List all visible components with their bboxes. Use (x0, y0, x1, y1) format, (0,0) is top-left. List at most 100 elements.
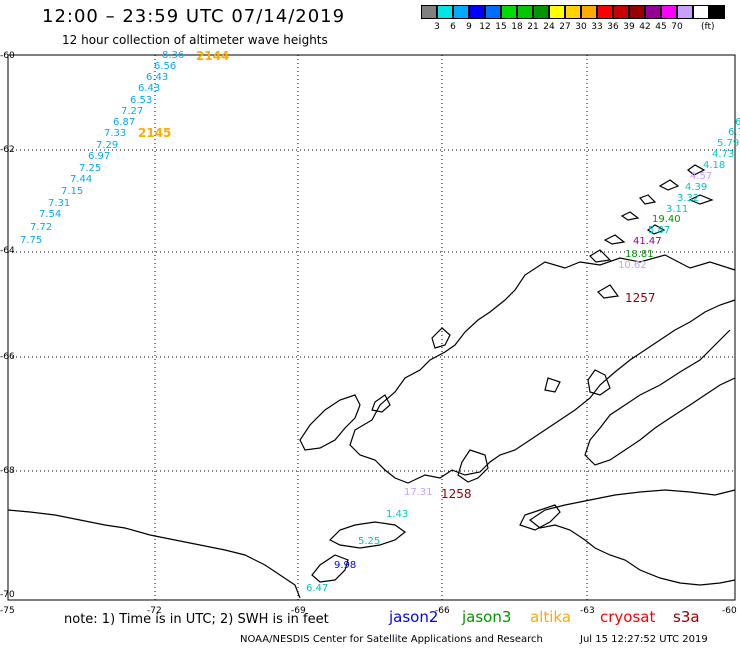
legend-swatch (517, 5, 533, 19)
track2-value: 5.87 (648, 225, 671, 236)
track2-value: 4.57 (690, 171, 713, 182)
track1-value: 7.31 (48, 198, 71, 209)
track2-value: 6.7 (728, 127, 740, 138)
legend-swatch (629, 5, 645, 19)
legend-swatch (533, 5, 549, 19)
legend-swatch (709, 5, 725, 19)
track1-value: 7.75 (20, 235, 43, 246)
track1-value: 7.54 (39, 209, 62, 220)
track2-value: 3.32 (677, 193, 700, 204)
legend-swatch (421, 5, 437, 19)
legend-swatch (565, 5, 581, 19)
generated-timestamp: Jul 15 12:27:52 UTC 2019 (580, 634, 708, 645)
legend-label: 18 (511, 22, 523, 32)
legend-label: 24 (543, 22, 555, 32)
track2-value: 4.18 (703, 160, 726, 171)
legend-swatch (485, 5, 501, 19)
y-label-66: -66 (0, 352, 15, 362)
legend-swatch (549, 5, 565, 19)
track1-value: 7.33 (104, 128, 127, 139)
track2-value: 5.79 (717, 138, 740, 149)
y-label-60: -60 (0, 51, 15, 61)
legend-label: 9 (466, 22, 472, 32)
credit-text: NOAA/NESDIS Center for Satellite Applica… (240, 634, 543, 645)
track3-value: 17.31 (404, 487, 433, 498)
legend-swatch (613, 5, 629, 19)
x-label-75: -75 (0, 606, 15, 616)
y-label-64: -64 (0, 246, 15, 256)
satellite-name: jason3 (462, 608, 512, 626)
track3-value: 6.47 (306, 583, 329, 594)
track2-value: 19.40 (652, 214, 681, 225)
legend-label: 45 (655, 22, 667, 32)
legend-label: 6 (450, 22, 456, 32)
legend-swatch (661, 5, 677, 19)
track3-value: 9.98 (334, 560, 357, 571)
x-label-60: -60 (722, 606, 737, 616)
track1-value: 6.43 (138, 83, 161, 94)
track2-value: 10.62 (618, 260, 647, 271)
legend-unit: (ft) (701, 22, 715, 32)
track1-value: 7.15 (61, 186, 84, 197)
y-label-70: -70 (0, 590, 15, 600)
x-label-63: -63 (580, 606, 595, 616)
track1-value: 7.29 (96, 140, 119, 151)
legend-swatch (453, 5, 469, 19)
track1-value: 6.43 (146, 72, 169, 83)
legend-label: 12 (479, 22, 491, 32)
legend-label: 3 (434, 22, 440, 32)
track2-value: 3.11 (666, 204, 689, 215)
x-label-66: -66 (435, 606, 450, 616)
legend-label: 15 (495, 22, 507, 32)
track1-value: 7.25 (79, 163, 102, 174)
track2-value: 18.81 (625, 249, 654, 260)
legend-swatch (437, 5, 453, 19)
track1-value: 8.36 (162, 50, 185, 61)
track3-value: 5.25 (358, 536, 381, 547)
track3-time: 1258 (441, 487, 472, 501)
track1-value: 6.56 (154, 61, 177, 72)
satellite-name: jason2 (389, 608, 439, 626)
y-label-68: -68 (0, 466, 15, 476)
track1-time: 2144 (196, 49, 230, 63)
map-frame (7, 54, 736, 601)
legend-label: 21 (527, 22, 539, 32)
map-subtitle: 12 hour collection of altimeter wave hei… (62, 33, 328, 47)
satellite-name: s3a (673, 608, 700, 626)
track1-value: 7.27 (121, 106, 144, 117)
track1-value: 7.44 (70, 174, 93, 185)
legend-label: 36 (607, 22, 619, 32)
legend-swatch (501, 5, 517, 19)
legend-label: 70 (671, 22, 683, 32)
legend-label: 42 (639, 22, 651, 32)
legend-swatch (581, 5, 597, 19)
track2-value: 4.39 (685, 182, 708, 193)
track1-value: 7.72 (30, 222, 53, 233)
track1-value: 6.53 (130, 95, 153, 106)
legend-swatch (469, 5, 485, 19)
x-label-72: -72 (147, 606, 162, 616)
legend-label: 39 (623, 22, 635, 32)
track3-value: 1.43 (386, 509, 409, 520)
legend-swatch (693, 5, 709, 19)
legend-swatch (597, 5, 613, 19)
legend-swatch (677, 5, 693, 19)
track2-value: 6 (735, 117, 740, 128)
satellite-name: altika (530, 608, 572, 626)
legend-label: 27 (559, 22, 571, 32)
track2-time: 1257 (625, 291, 656, 305)
footer-note: note: 1) Time is in UTC; 2) SWH is in fe… (64, 612, 329, 627)
track1-time: 2145 (138, 126, 172, 140)
legend-label: 33 (591, 22, 603, 32)
legend-label: 30 (575, 22, 587, 32)
coastline (7, 164, 736, 599)
track2-value: 4.73 (712, 149, 735, 160)
y-label-62: -62 (0, 145, 15, 155)
x-label-69: -69 (291, 606, 306, 616)
track2-value: 41.47 (633, 236, 662, 247)
track1-value: 6.97 (88, 151, 111, 162)
legend-swatch (645, 5, 661, 19)
satellite-name: cryosat (600, 608, 656, 626)
track1-value: 6.87 (113, 117, 136, 128)
